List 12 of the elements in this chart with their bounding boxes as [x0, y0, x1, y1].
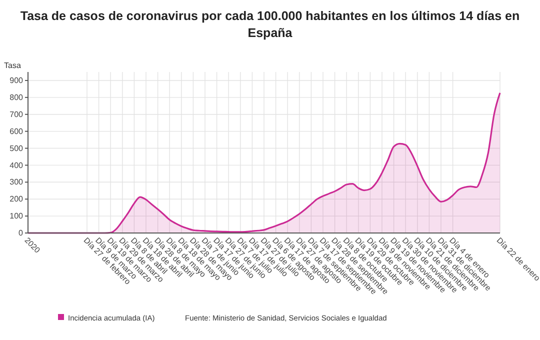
y-tick-label: 200 — [10, 194, 24, 204]
y-tick-label: 600 — [10, 126, 24, 136]
y-tick-label: 700 — [10, 110, 24, 119]
y-tick-label: 0 — [18, 228, 24, 238]
y-tick-label: 400 — [10, 160, 24, 170]
y-tick-label: 500 — [10, 144, 24, 153]
y-axis-title: Tasa — [4, 61, 22, 70]
y-tick-label: 900 — [10, 76, 24, 86]
y-tick-label: 100 — [10, 212, 24, 221]
chart-title: Tasa de casos de coronavirus por cada 100.000 habitantes en los últimos 14 días en España — [20, 9, 520, 40]
y-tick-label: 300 — [10, 178, 24, 187]
y-tick-label: 800 — [10, 92, 24, 102]
